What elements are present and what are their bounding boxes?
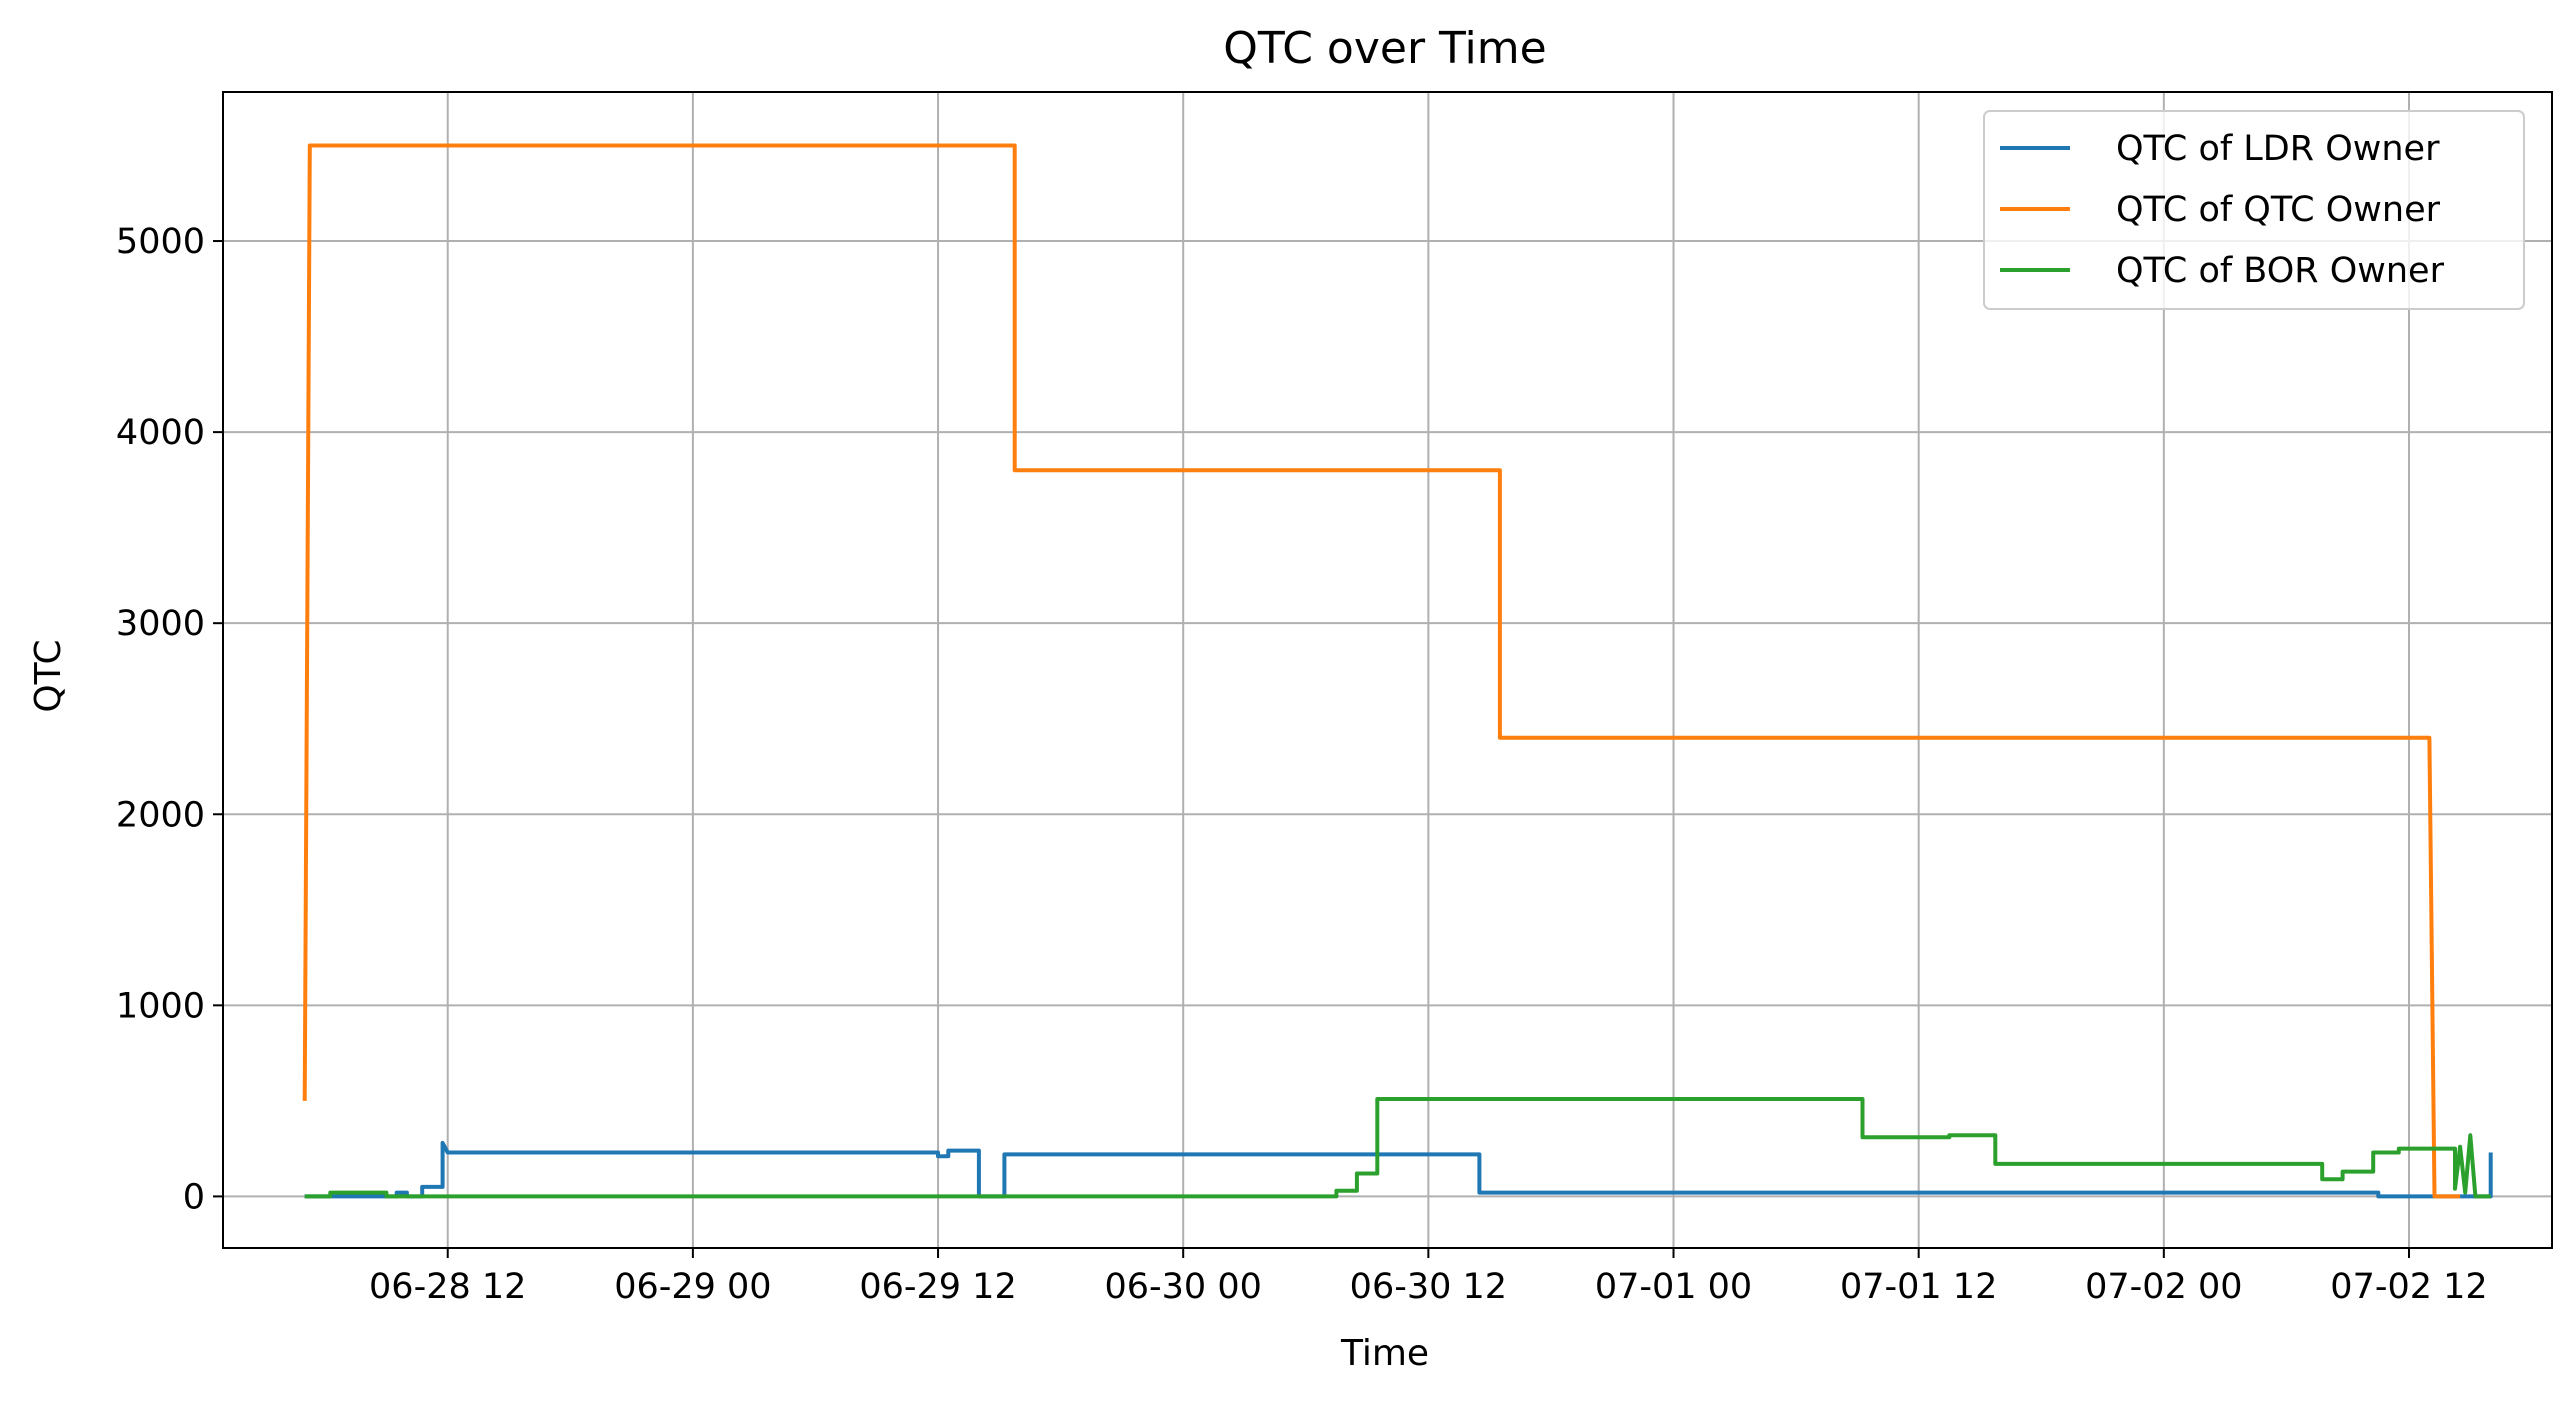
x-tick-label: 07-02 12	[2330, 1267, 2487, 1307]
x-tick-label: 07-01 00	[1595, 1267, 1752, 1307]
x-tick-label: 07-01 12	[1840, 1267, 1997, 1307]
y-tick-label: 3000	[116, 604, 205, 644]
series-lines	[302, 143, 2493, 1199]
series-line	[302, 143, 2461, 1199]
plot-frame	[222, 91, 2553, 1249]
x-axis: 06-28 12 06-29 00 06-29 12 06-30 00 06-30 12…	[369, 1248, 2488, 1307]
y-tick-label: 5000	[116, 222, 205, 262]
legend: QTC of LDR Owner QTC of QTC Owner QTC of B…	[1983, 110, 2525, 310]
chart-title: QTC over Time	[1223, 23, 1546, 74]
x-axis-label: Time	[1340, 1333, 1429, 1374]
y-axis: 0 1000 2000 3000 4000 5000	[116, 222, 223, 1217]
y-tick-label: 0	[183, 1177, 205, 1217]
x-tick-label: 06-30 00	[1105, 1267, 1262, 1307]
series-line	[304, 1097, 2491, 1199]
legend-box	[1983, 110, 2525, 310]
y-tick-label: 2000	[116, 795, 205, 835]
y-tick-label: 1000	[116, 986, 205, 1026]
x-tick-label: 06-30 12	[1350, 1267, 1507, 1307]
legend-entry: QTC of BOR Owner	[2116, 251, 2445, 291]
y-tick-label: 4000	[116, 413, 205, 453]
x-tick-label: 06-29 00	[614, 1267, 771, 1307]
legend-entry: QTC of LDR Owner	[2116, 129, 2440, 169]
y-axis-label: QTC	[28, 639, 69, 712]
x-tick-label: 06-28 12	[369, 1267, 526, 1307]
x-tick-label: 07-02 00	[2085, 1267, 2242, 1307]
x-tick-label: 06-29 12	[859, 1267, 1016, 1307]
legend-entry: QTC of QTC Owner	[2116, 190, 2441, 230]
